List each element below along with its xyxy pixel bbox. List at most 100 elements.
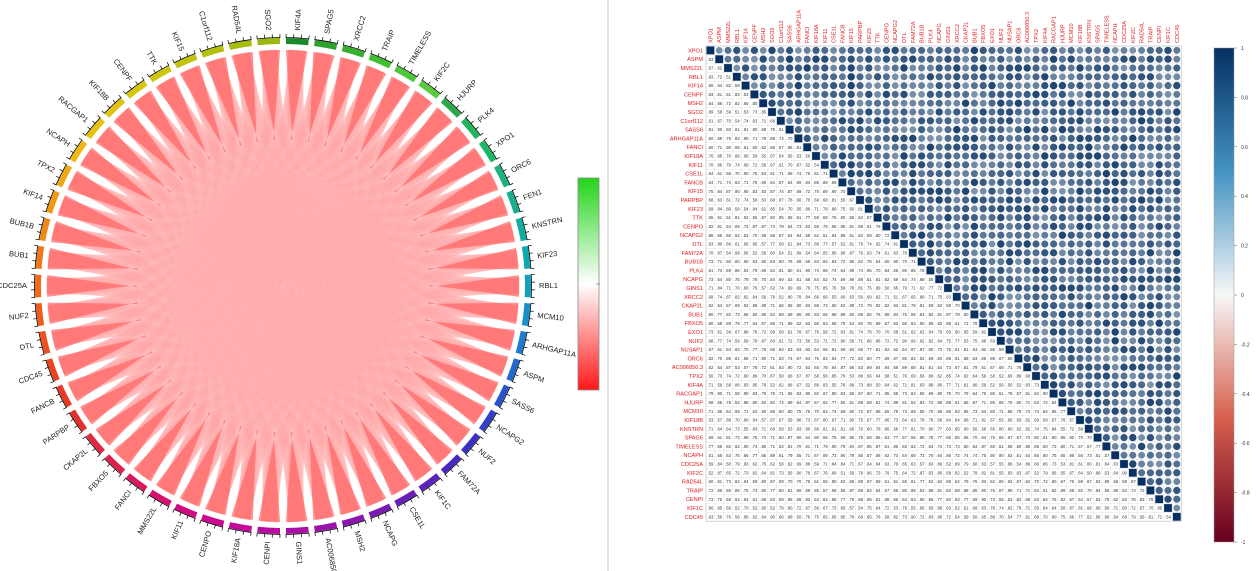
heatmap-value: .65 [831,514,837,519]
heatmap-value: .82 [725,312,731,317]
chord-ribbon [114,383,306,523]
chord-arc [174,54,198,69]
chord-ribbon [318,57,385,506]
heatmap-circle [1111,64,1119,72]
heatmap-value: .80 [743,418,749,423]
heatmap-value: .70 [734,171,740,176]
heatmap-value: .51 [725,92,731,97]
heatmap-value: .75 [892,470,898,475]
heatmap-value: .72 [787,338,793,343]
heatmap-col-label: SASS6 [788,25,794,43]
heatmap-value: .66 [963,409,969,414]
heatmap-circle [830,64,838,72]
heatmap-row-label: FAM72A [682,251,704,257]
heatmap-value: .87 [769,418,775,423]
heatmap-value: .57 [778,145,784,150]
heatmap-value: .63 [751,118,757,123]
heatmap-value: .53 [760,171,766,176]
heatmap-circle [1050,64,1058,72]
heatmap-circle [830,161,838,169]
heatmap-circle [926,161,934,169]
heatmap-value: .79 [839,321,845,326]
heatmap-value: .63 [707,242,713,247]
chord-axis [370,509,392,519]
heatmap-circle [838,152,847,160]
heatmap-value: .81 [848,242,854,247]
heatmap-circle [1164,214,1172,222]
heatmap-value: .84 [848,444,854,449]
chord-ribbon [157,394,306,523]
heatmap-value: .75 [804,171,810,176]
chord-ribbon [157,277,520,495]
chord-axis [511,360,521,382]
heatmap-circle [1067,266,1075,274]
heatmap-value: .59 [866,233,872,238]
heatmap-value: .53 [734,365,740,370]
heatmap-circle [1041,81,1049,90]
heatmap-circle [935,249,943,257]
heatmap-circle [988,231,996,239]
chord-sector-wedge [340,419,387,507]
heatmap-value: .72 [822,303,828,308]
heatmap-circle [1076,64,1084,72]
heatmap-circle [971,187,978,195]
heatmap-value: .90 [980,497,986,502]
heatmap-circle [997,178,1005,187]
heatmap-circle [1067,337,1075,345]
heatmap-circle [1058,302,1066,310]
heatmap-circle [1014,64,1023,72]
heatmap-diagonal-cell [917,257,926,266]
heatmap-value: .60 [778,435,784,440]
panel-divider [607,0,609,571]
heatmap-circle [1164,222,1172,230]
heatmap-value: .59 [751,479,757,484]
heatmap-circle [856,46,864,54]
heatmap-circle [847,161,855,169]
heatmap-value: .83 [1139,497,1145,502]
heatmap-value: .54 [716,303,722,308]
heatmap-value: .54 [831,356,837,361]
heatmap-circle [1093,257,1102,266]
heatmap-circle [847,81,855,90]
heatmap-value: .54 [954,479,960,484]
heatmap-value: .54 [804,435,810,440]
heatmap-value: .84 [1095,488,1101,493]
heatmap-circle [1058,46,1066,54]
heatmap-value: .61 [901,400,907,405]
heatmap-value: .53 [760,198,766,203]
heatmap-circle [1129,152,1137,160]
heatmap-circle [874,205,882,213]
chord-ribbon [114,382,256,520]
chord-ribbon [157,49,306,495]
heatmap-circle [1085,337,1093,345]
heatmap-value: .82 [822,356,828,361]
heatmap-value: .86 [857,347,863,352]
heatmap-circle [953,46,961,54]
heatmap-value: .64 [901,453,907,458]
heatmap-circle [1076,354,1084,362]
heatmap-value: .73 [936,347,942,352]
heatmap-circle [988,293,996,301]
heatmap-value: .58 [707,400,713,405]
chord-ribbon [310,149,485,520]
heatmap-circle [1111,398,1119,406]
chord-ribbon [135,66,229,186]
heatmap-value: .61 [883,250,889,255]
chord-ribbon [114,52,333,464]
heatmap-circle [1014,213,1023,222]
heatmap-value: .54 [936,365,942,370]
heatmap-circle [1146,55,1155,63]
heatmap-value: .85 [716,506,722,511]
heatmap-circle [1085,117,1093,125]
heatmap-value: .66 [910,338,916,343]
heatmap-value: .80 [716,242,722,247]
heatmap-circle [1085,213,1093,222]
heatmap-circle [1164,407,1172,415]
heatmap-circle [1058,363,1066,371]
heatmap-circle [1164,99,1172,107]
heatmap-circle [1173,469,1181,477]
heatmap-circle [812,55,820,63]
heatmap-circle [856,178,864,186]
heatmap-value: .52 [883,303,889,308]
heatmap-value: .74 [778,286,784,291]
